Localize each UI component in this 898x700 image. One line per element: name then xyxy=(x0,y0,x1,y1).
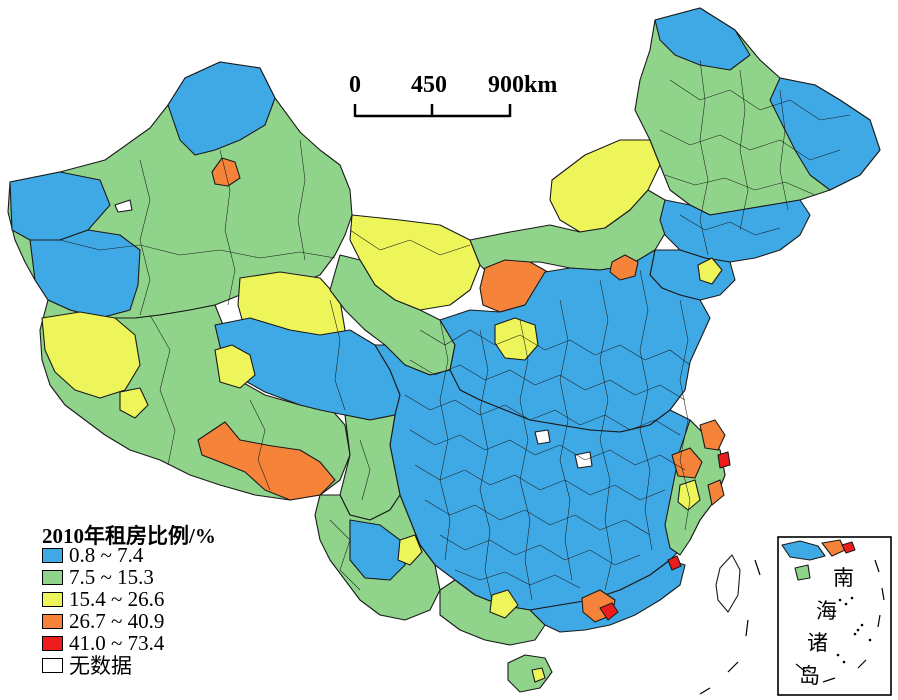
region-hainan xyxy=(507,654,553,693)
region-taiwan xyxy=(715,554,741,613)
region-hangzhou xyxy=(671,447,703,479)
region-tibet-yellow-small xyxy=(119,387,149,419)
inset-char-hai: 海 xyxy=(816,599,837,623)
inset-char-zhu: 诸 xyxy=(807,631,828,655)
legend-item: 26.7 ~ 40.9 xyxy=(42,608,165,633)
region-xiamen xyxy=(667,555,682,571)
region-qinghai-yellow xyxy=(214,344,256,389)
region-hainan-yellow xyxy=(531,667,546,683)
legend-swatch xyxy=(42,547,63,563)
county-boundaries xyxy=(59,59,851,601)
region-beijing xyxy=(609,254,639,281)
region-ngari xyxy=(41,311,141,399)
offshore-marks xyxy=(699,559,761,695)
region-dalian xyxy=(697,257,723,285)
legend-swatch xyxy=(42,591,63,607)
region-nanning xyxy=(489,589,519,619)
legend-title: 2010年租房比例/% xyxy=(42,524,216,548)
legend-item: 15.4 ~ 26.6 xyxy=(42,586,165,611)
legend-label: 41.0 ~ 73.4 xyxy=(69,630,165,655)
legend-swatch xyxy=(42,635,63,651)
legend-label: 26.7 ~ 40.9 xyxy=(69,608,165,633)
scale-bar xyxy=(353,104,512,118)
region-shanghai xyxy=(699,419,726,451)
legend-item: 7.5 ~ 15.3 xyxy=(42,564,154,589)
region-heilongjiang-blue-e xyxy=(769,77,881,191)
legend-label: 无数据 xyxy=(69,654,132,678)
legend-swatch xyxy=(42,613,63,629)
scale-label-0: 0 xyxy=(349,72,361,98)
region-xj-blue-w xyxy=(29,229,141,319)
region-nodata-3 xyxy=(574,451,593,469)
scale-label-450: 450 xyxy=(411,72,447,98)
region-nodata-2 xyxy=(534,429,551,445)
legend-item: 无数据 xyxy=(42,654,132,678)
region-shaanxi-yellow xyxy=(494,317,539,361)
region-nodata-1 xyxy=(114,199,133,213)
region-yunnan-blue xyxy=(349,519,406,581)
legend-label: 15.4 ~ 26.6 xyxy=(69,586,165,611)
region-sichuan-west xyxy=(339,414,401,521)
legend-label: 7.5 ~ 15.3 xyxy=(69,564,154,589)
region-shenzhen xyxy=(599,602,619,621)
region-ningbo xyxy=(717,451,731,469)
region-altay xyxy=(167,61,276,156)
region-wenzhou xyxy=(707,479,725,506)
legend-swatch xyxy=(42,569,63,585)
region-heilongjiang-blue-n xyxy=(654,7,751,71)
region-lhasa xyxy=(197,421,336,501)
inset-char-dao: 岛 xyxy=(799,664,820,688)
region-jilin xyxy=(659,199,811,263)
legend-item: 41.0 ~ 73.4 xyxy=(42,630,165,655)
inset-char-nan: 南 xyxy=(833,566,854,590)
region-kunming xyxy=(397,534,423,566)
scale-label-900km: 900km xyxy=(488,72,558,98)
legend-swatch xyxy=(42,657,63,673)
legend-label: 0.8 ~ 7.4 xyxy=(69,542,144,567)
legend-item: 0.8 ~ 7.4 xyxy=(42,542,144,567)
south-china-sea-inset xyxy=(777,536,892,696)
